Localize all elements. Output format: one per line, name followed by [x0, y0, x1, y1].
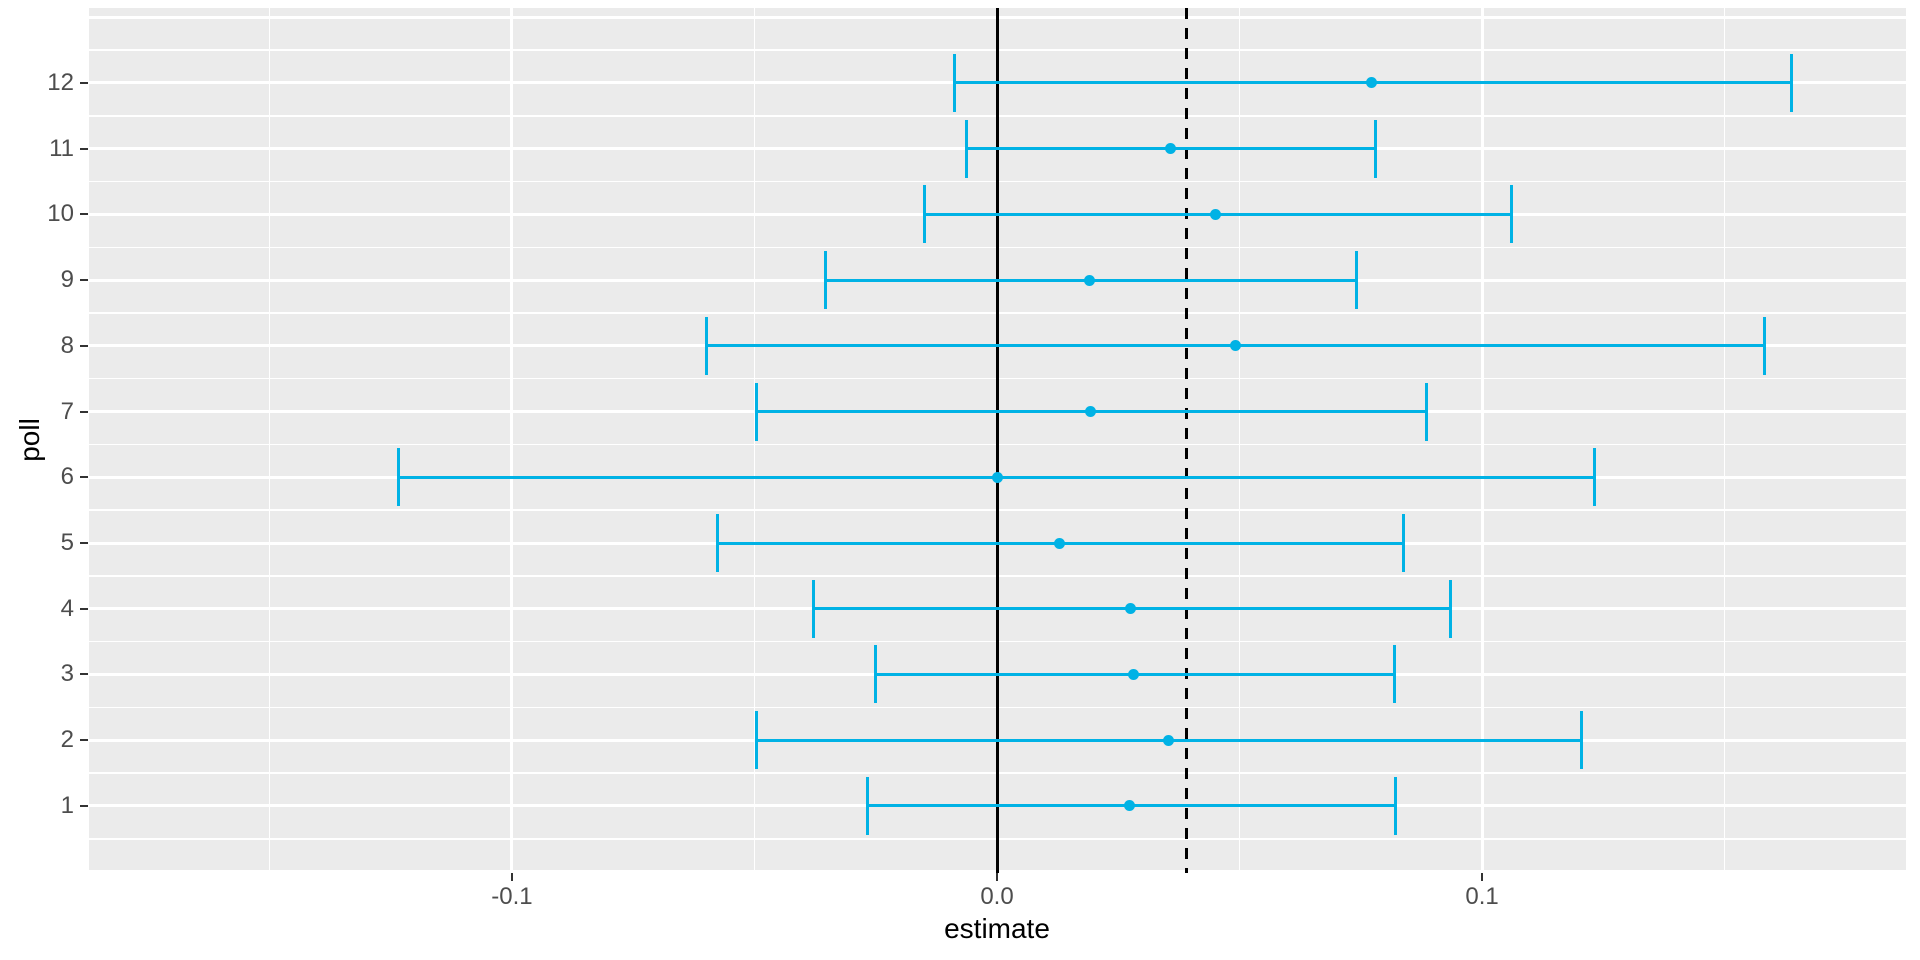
errorbar-cap-upper: [1762, 316, 1766, 375]
estimate-point: [1162, 734, 1174, 746]
y-tick-label: 7: [60, 397, 74, 425]
y-tick-mark: [80, 739, 88, 742]
estimate-point: [1083, 274, 1095, 286]
y-tick-mark: [80, 279, 88, 282]
estimate-point: [1127, 668, 1139, 680]
errorbar-cap-lower: [873, 645, 877, 704]
errorbar-cap-lower: [755, 382, 759, 441]
x-tick-mark: [1481, 873, 1484, 881]
y-tick-mark: [80, 607, 88, 610]
errorbar-cap-lower: [923, 185, 927, 244]
errorbar-cap-lower: [397, 448, 401, 507]
errorbar-cap-lower: [965, 119, 969, 178]
errorbar-cap-upper: [1509, 185, 1513, 244]
y-tick-mark: [80, 804, 88, 807]
major-gridline-vertical: [510, 8, 514, 873]
minor-gridline-vertical: [268, 8, 271, 873]
errorbar-cap-lower: [824, 251, 828, 310]
y-tick-mark: [80, 410, 88, 413]
estimate-point: [1124, 800, 1136, 812]
x-tick-label: -0.1: [491, 883, 533, 910]
major-gridline-vertical: [1480, 8, 1484, 873]
minor-gridline-vertical: [1238, 8, 1241, 873]
errorbar-cap-lower: [755, 711, 759, 770]
y-tick-label: 4: [60, 594, 74, 622]
y-tick-mark: [80, 476, 88, 479]
estimate-point: [991, 471, 1003, 483]
minor-gridline-vertical: [1723, 8, 1726, 873]
estimate-point: [1366, 77, 1378, 89]
y-tick-mark: [80, 147, 88, 150]
y-tick-label: 10: [47, 200, 74, 228]
estimate-point: [1124, 603, 1136, 615]
errorbar-cap-upper: [1580, 711, 1584, 770]
y-tick-label: 11: [49, 134, 74, 162]
estimate-point: [1165, 143, 1177, 155]
plot-panel: [89, 8, 1906, 873]
errorbar-cap-upper: [1392, 645, 1396, 704]
errorbar-cap-lower: [715, 514, 719, 573]
errorbar-cap-upper: [1424, 382, 1428, 441]
errorbar-cap-lower: [866, 776, 869, 835]
errorbar-cap-upper: [1592, 448, 1596, 507]
minor-gridline-vertical: [753, 8, 756, 873]
errorbar-cap-lower: [953, 53, 957, 112]
errorbar-cap-upper: [1449, 579, 1453, 638]
dashed-reference-line: [1184, 8, 1188, 873]
y-tick-mark: [80, 673, 88, 676]
y-tick-mark: [80, 81, 88, 84]
errorbar-cap-lower: [812, 579, 816, 638]
estimate-point: [1085, 406, 1097, 418]
zero-reference-line: [995, 8, 999, 873]
y-tick-mark: [80, 213, 88, 216]
x-tick-label: 0.1: [1465, 883, 1499, 910]
errorbar-cap-upper: [1355, 251, 1359, 310]
y-tick-label: 9: [60, 266, 74, 294]
y-tick-mark: [80, 542, 88, 545]
y-tick-label: 1: [60, 791, 74, 819]
x-axis-title: estimate: [944, 913, 1050, 944]
x-tick-mark: [996, 873, 998, 881]
y-tick-label: 5: [60, 529, 74, 557]
errorbar-cap-upper: [1374, 119, 1378, 178]
y-tick-mark: [80, 344, 88, 347]
estimate-point: [1230, 340, 1242, 352]
x-tick-label: 0.0: [980, 883, 1014, 910]
errorbar-cap-upper: [1394, 776, 1398, 835]
errorbar-cap-lower: [705, 316, 709, 375]
y-axis-title: poll: [14, 418, 45, 462]
x-tick-mark: [510, 873, 513, 881]
errorbar-cap-upper: [1401, 514, 1405, 573]
y-tick-label: 8: [60, 331, 74, 359]
y-tick-label: 12: [47, 68, 74, 96]
y-tick-label: 2: [60, 726, 74, 754]
errorbar-cap-upper: [1789, 53, 1793, 112]
y-tick-label: 3: [60, 660, 74, 688]
estimate-point: [1209, 208, 1221, 220]
estimate-point: [1054, 537, 1066, 549]
y-tick-label: 6: [60, 463, 74, 491]
